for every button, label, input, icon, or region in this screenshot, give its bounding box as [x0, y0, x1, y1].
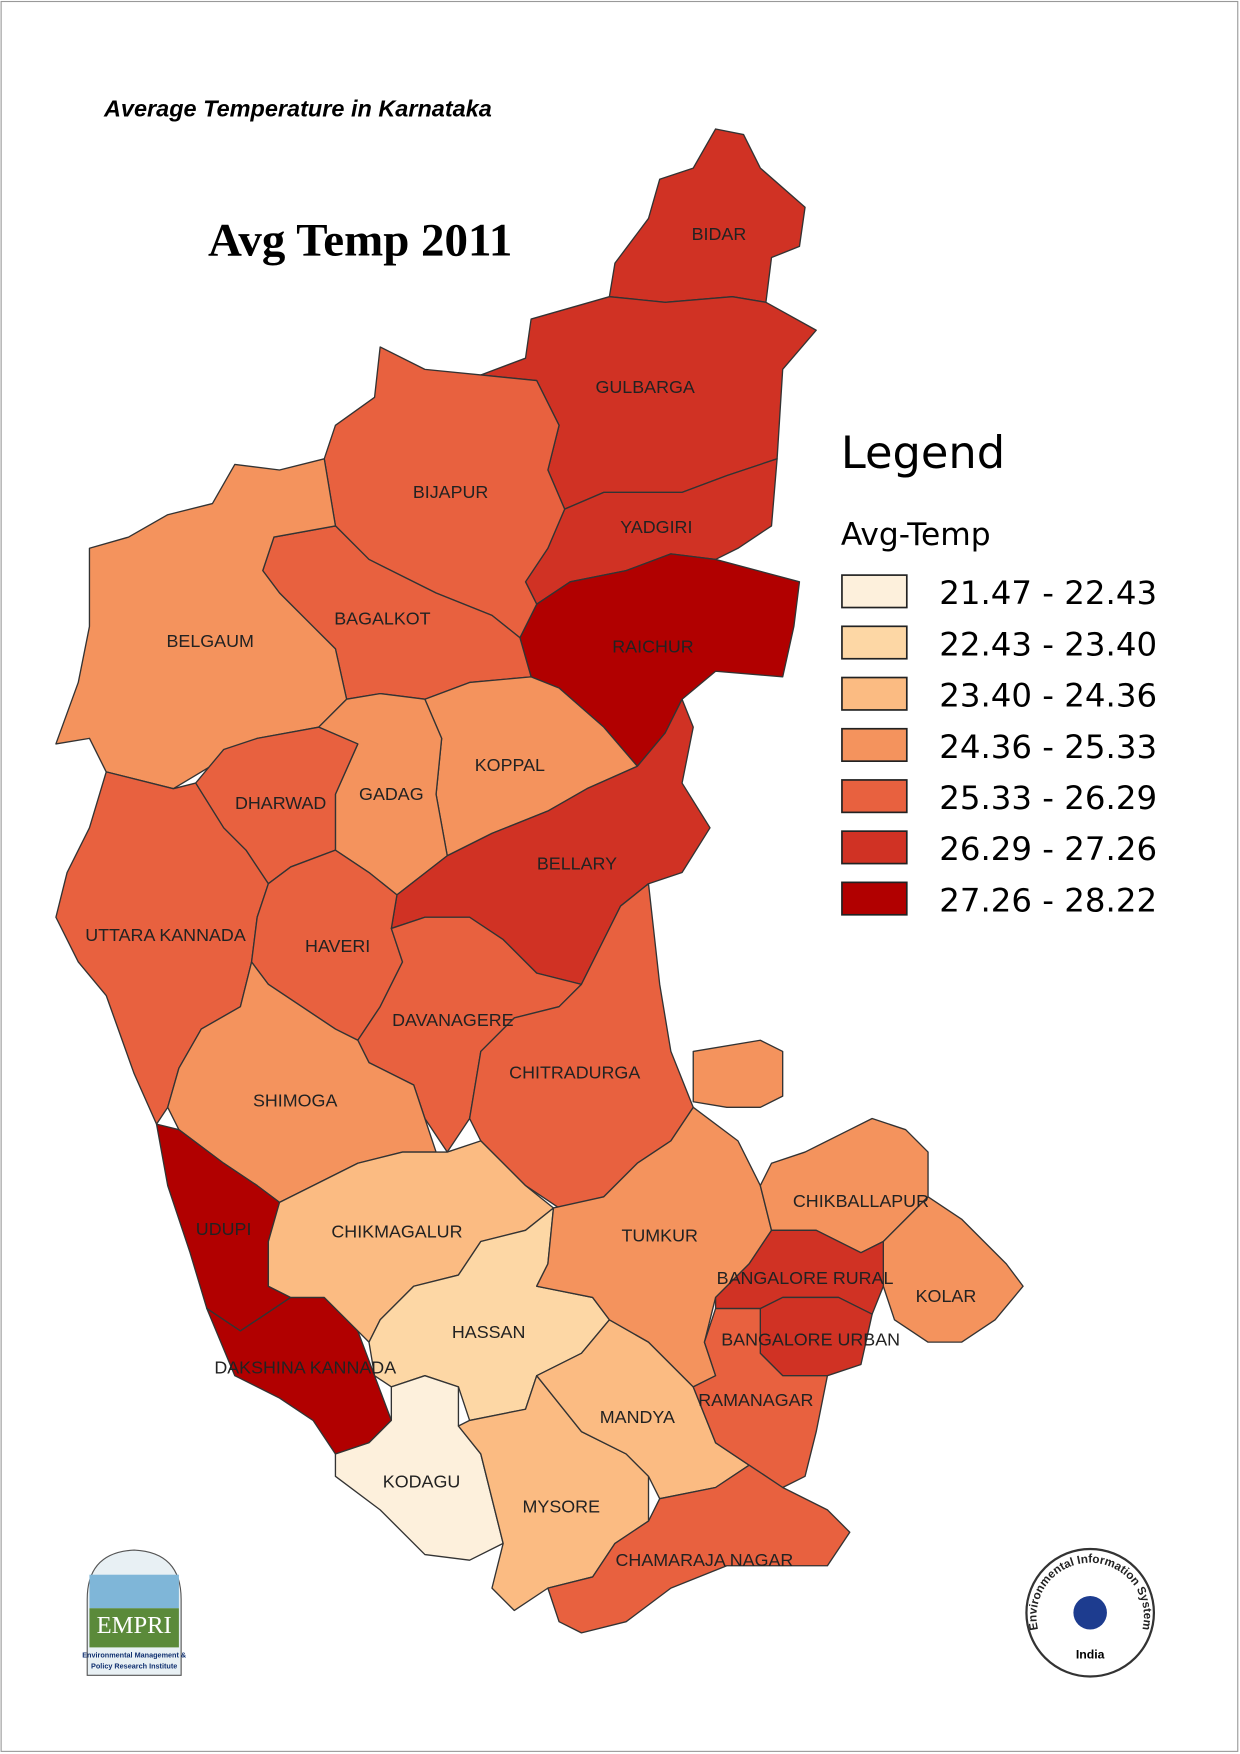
legend-label: 21.47 - 22.43: [939, 574, 1157, 612]
legend-swatch: [841, 574, 908, 609]
district-label: HAVERI: [305, 936, 370, 956]
district-label: BAGALKOT: [334, 609, 430, 629]
eis-logo: Environmental Information System India: [1025, 1547, 1156, 1678]
legend-label: 23.40 - 24.36: [939, 677, 1157, 715]
district-label: BIDAR: [692, 224, 747, 244]
district-label: GADAG: [359, 784, 424, 804]
district-label: TUMKUR: [621, 1226, 698, 1246]
district-label: HASSAN: [452, 1322, 526, 1342]
legend-swatch: [841, 625, 908, 660]
district-label: CHITRADURGA: [509, 1063, 640, 1083]
logo-country: India: [1076, 1648, 1105, 1662]
district-label: YADGIRI: [620, 517, 692, 537]
legend-label: 27.26 - 28.22: [939, 881, 1157, 919]
logo-caption: Environmental Management &: [82, 1650, 187, 1659]
legend: Legend Avg-Temp 21.47 - 22.43 22.43 - 23.…: [841, 426, 1157, 920]
legend-swatch: [841, 779, 908, 814]
district-label: UTTARA KANNADA: [85, 925, 246, 945]
district-label: BANGALORE RURAL: [717, 1268, 894, 1288]
district-label: MYSORE: [523, 1496, 601, 1516]
header-title: Average Temperature in Karnataka: [103, 96, 492, 122]
logo-text: EMPRI: [97, 1612, 172, 1639]
legend-label: 25.33 - 26.29: [939, 779, 1157, 817]
legend-swatch: [841, 830, 908, 865]
legend-label: 22.43 - 23.40: [939, 625, 1157, 663]
district-label: KODAGU: [383, 1472, 460, 1492]
district-map: [55, 128, 1024, 1634]
district-label: CHIKMAGALUR: [331, 1221, 462, 1241]
district: [692, 1039, 784, 1109]
legend-title: Legend: [841, 426, 1005, 479]
district-label: DHARWAD: [235, 793, 326, 813]
legend-swatch: [841, 727, 908, 763]
logo-caption: Policy Research Institute: [91, 1662, 177, 1671]
district-label: BELLARY: [537, 853, 617, 873]
legend-subtitle: Avg-Temp: [841, 517, 991, 553]
empri-logo: EMPRI Environmental Management & Policy …: [82, 1549, 187, 1676]
district-label: CHIKBALLAPUR: [793, 1191, 929, 1211]
district: [692, 1307, 829, 1489]
district-label: MANDYA: [600, 1407, 675, 1427]
district-label: RAMANAGAR: [698, 1390, 813, 1410]
district-label: BIJAPUR: [413, 482, 489, 502]
district-label: BANGALORE URBAN: [721, 1330, 900, 1350]
district-label: UDUPI: [196, 1219, 252, 1239]
district-label: SHIMOGA: [253, 1090, 337, 1110]
district-label: DAVANAGERE: [392, 1010, 514, 1030]
district-label: KOLAR: [916, 1286, 977, 1306]
legend-swatch: [841, 881, 908, 916]
district-label: BELGAUM: [166, 631, 253, 651]
district-label: KOPPAL: [475, 755, 545, 775]
legend-label: 24.36 - 25.33: [939, 728, 1157, 766]
district-label: RAICHUR: [612, 637, 694, 657]
map-title: Avg Temp 2011: [208, 214, 512, 266]
district-label: GULBARGA: [595, 377, 694, 397]
district-labels: BIDAR GULBARGA YADGIRI RAICHUR BIJAPUR B…: [85, 224, 976, 1570]
legend-label: 26.29 - 27.26: [939, 830, 1157, 868]
district-label: DAKSHINA KANNADA: [214, 1358, 396, 1378]
legend-swatch: [841, 676, 908, 711]
district-label: CHAMARAJA NAGAR: [616, 1550, 794, 1570]
district: [547, 1464, 851, 1634]
